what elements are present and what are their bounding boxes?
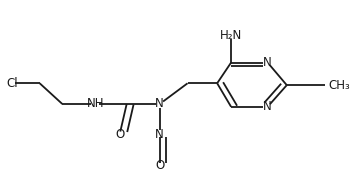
Text: N: N xyxy=(155,97,164,110)
Text: N: N xyxy=(263,56,272,69)
Text: H₂N: H₂N xyxy=(220,29,242,42)
Text: O: O xyxy=(155,159,164,172)
Text: NH: NH xyxy=(87,97,104,110)
Text: Cl: Cl xyxy=(6,77,18,90)
Text: O: O xyxy=(115,128,124,141)
Text: N: N xyxy=(155,128,164,141)
Text: N: N xyxy=(263,100,272,113)
Text: CH₃: CH₃ xyxy=(329,79,350,92)
